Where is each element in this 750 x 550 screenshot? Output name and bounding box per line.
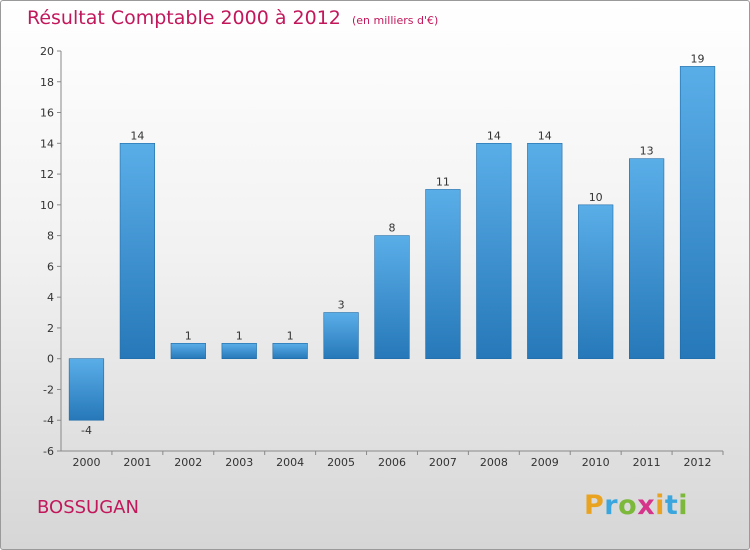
x-tick-label: 2000 <box>72 456 100 469</box>
y-tick-label: 6 <box>47 260 54 273</box>
x-tick-label: 2004 <box>276 456 304 469</box>
y-tick-label: 18 <box>40 76 54 89</box>
bar <box>679 66 716 359</box>
data-label: 1 <box>236 329 243 342</box>
bar <box>323 312 359 359</box>
y-tick-label: 8 <box>47 230 54 243</box>
data-label: 10 <box>589 191 603 204</box>
y-tick-label: 0 <box>47 353 54 366</box>
bar <box>374 235 410 359</box>
data-label: 19 <box>691 52 705 65</box>
x-tick-label: 2002 <box>174 456 202 469</box>
y-tick-label: 20 <box>40 45 54 58</box>
y-tick-label: 16 <box>40 107 54 120</box>
data-label: 1 <box>185 329 192 342</box>
y-tick-label: 10 <box>40 199 54 212</box>
x-tick-label: 2010 <box>582 456 610 469</box>
logo-letter: o <box>618 490 638 521</box>
data-label: -4 <box>81 424 92 437</box>
x-tick-label: 2005 <box>327 456 355 469</box>
x-tick-label: 2012 <box>684 456 712 469</box>
y-tick-label: -2 <box>43 383 54 396</box>
y-tick-label: 12 <box>40 168 54 181</box>
bar <box>578 204 614 359</box>
logo-letter: r <box>604 490 619 521</box>
y-tick-label: 2 <box>47 322 54 335</box>
logo-letter: P <box>584 490 605 521</box>
data-label: 11 <box>436 175 450 188</box>
y-tick-label: -6 <box>43 445 54 458</box>
data-label: 13 <box>640 145 654 158</box>
bar <box>272 343 308 359</box>
bar <box>425 189 461 359</box>
data-label: 8 <box>389 222 396 235</box>
bar <box>527 143 563 359</box>
bars <box>68 66 716 421</box>
data-label: 14 <box>130 129 144 142</box>
x-tick-label: 2007 <box>429 456 457 469</box>
chart-title-text: Résultat Comptable 2000 à 2012 <box>27 7 341 29</box>
logo-letter: t <box>664 490 679 521</box>
x-tick-label: 2008 <box>480 456 508 469</box>
logo-letter: i <box>655 490 665 521</box>
logo-letter: x <box>637 490 656 521</box>
data-label: 1 <box>287 329 294 342</box>
x-tick-label: 2006 <box>378 456 406 469</box>
commune-name: BOSSUGAN <box>37 497 139 518</box>
logo-letter: i <box>678 490 689 521</box>
chart-unit: (en milliers d'€) <box>351 14 439 27</box>
x-tick-label: 2003 <box>225 456 253 469</box>
data-label: 14 <box>487 129 501 142</box>
y-tick-label: 14 <box>40 137 54 150</box>
y-tick-label: 4 <box>47 291 54 304</box>
bar <box>476 143 512 359</box>
x-tick-label: 2011 <box>633 456 661 469</box>
bar <box>170 343 206 359</box>
chart-title: Résultat Comptable 2000 à 2012 (en milli… <box>27 7 438 29</box>
bar <box>629 158 665 359</box>
y-tick-label: -4 <box>43 414 54 427</box>
x-tick-label: 2009 <box>531 456 559 469</box>
proxiti-logo: Proxiti <box>584 490 688 521</box>
bar <box>119 143 155 359</box>
bar <box>221 343 257 359</box>
data-label: 3 <box>338 299 345 312</box>
data-label: 14 <box>538 129 552 142</box>
x-tick-label: 2001 <box>123 456 151 469</box>
bar <box>68 358 105 421</box>
